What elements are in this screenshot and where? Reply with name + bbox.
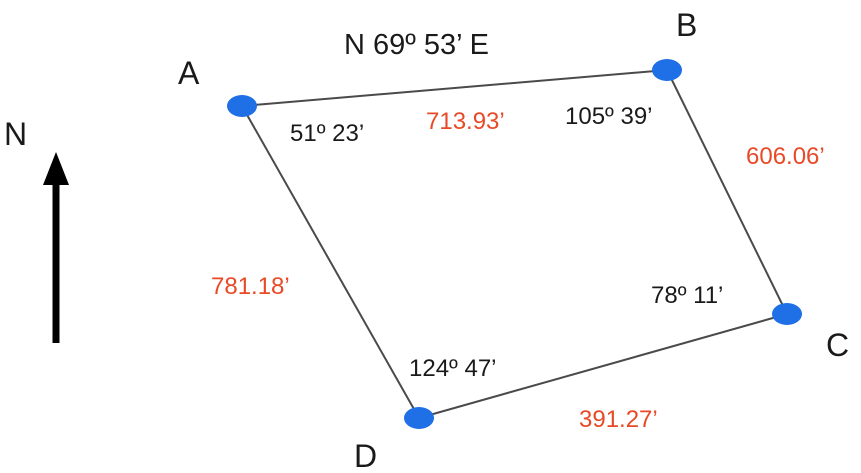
distance-label-a-b: 713.93’ (426, 108, 505, 135)
distance-label-c-d: 391.27’ (579, 406, 658, 433)
edge-d-a (241, 105, 420, 419)
edge-a-b (241, 69, 668, 107)
vertex-label-d: D (354, 438, 377, 473)
angle-label-b: 105º 39’ (565, 103, 653, 130)
vertex-markers (227, 59, 802, 429)
vertex-marker-d (404, 407, 434, 429)
north-label: N (4, 116, 27, 152)
bearing-label: N 69º 53’ E (344, 29, 489, 61)
distance-label-d-a: 781.18’ (211, 273, 290, 300)
north-arrowhead (43, 152, 69, 185)
angle-label-a: 51º 23’ (290, 120, 364, 147)
vertex-marker-b (652, 59, 682, 81)
traverse-edges (241, 69, 788, 419)
distance-label-b-c: 606.06’ (746, 143, 825, 170)
edge-c-d (418, 313, 788, 419)
vertex-marker-a (227, 95, 257, 117)
edge-b-c (666, 69, 788, 315)
vertex-label-b: B (676, 7, 697, 43)
north-arrow: N (4, 116, 69, 343)
vertex-label-a: A (178, 55, 200, 91)
angle-label-d: 124º 47’ (409, 355, 497, 382)
vertex-marker-c (772, 303, 802, 325)
vertex-label-c: C (826, 327, 849, 363)
angle-label-c: 78º 11’ (651, 282, 723, 309)
